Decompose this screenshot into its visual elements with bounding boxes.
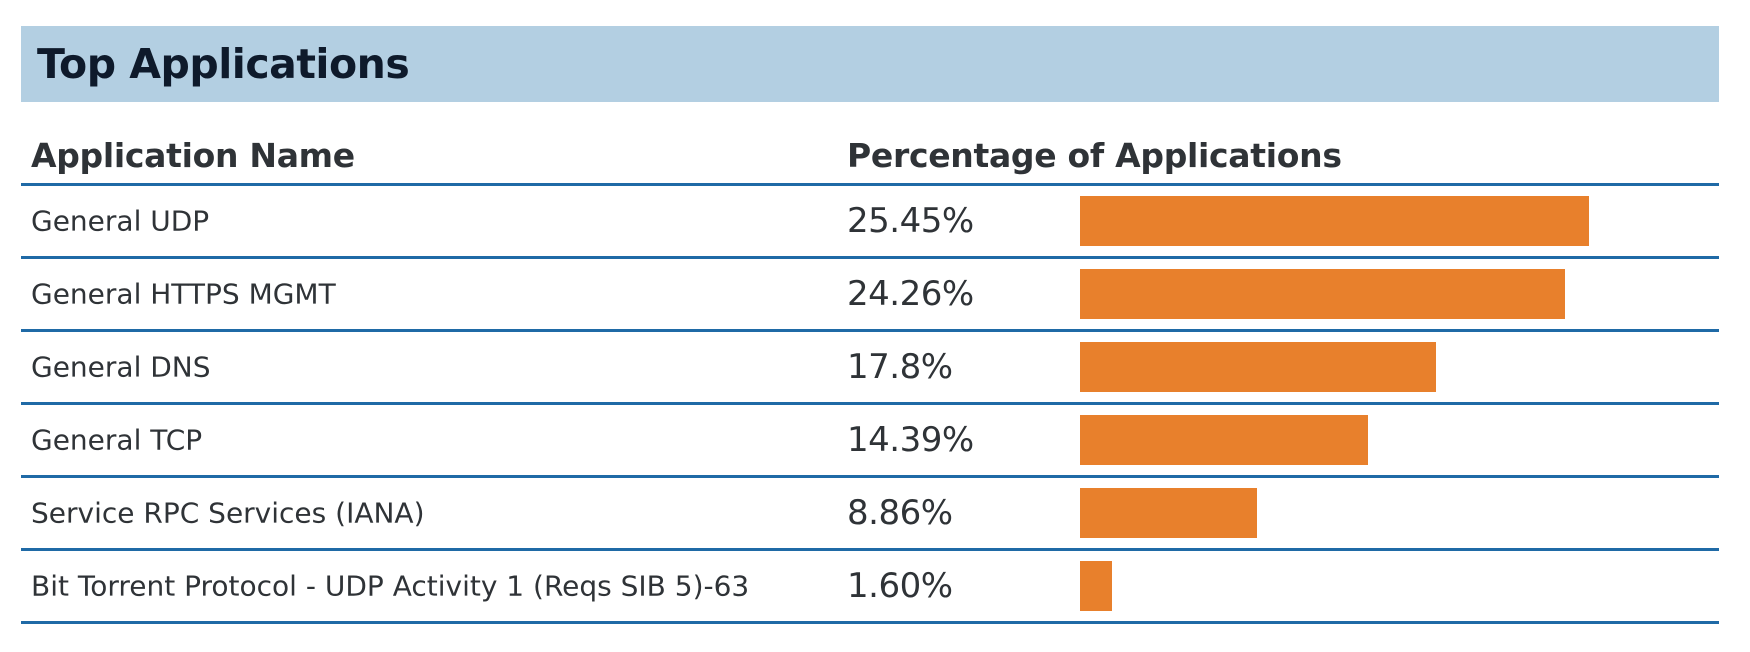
panel-title: Top Applications: [37, 40, 410, 88]
percentage-value-label: 1.60%: [847, 566, 953, 606]
table-row: General DNS 17.8%: [21, 332, 1719, 405]
title-bar: Top Applications: [21, 26, 1719, 102]
percentage-value-label: 8.86%: [847, 493, 953, 533]
application-name-cell: Service RPC Services (IANA): [31, 496, 425, 530]
percentage-value-label: 17.8%: [847, 347, 953, 387]
percentage-bar: [1080, 196, 1589, 246]
column-header-application-name: Application Name: [31, 136, 355, 175]
table-row: General TCP 14.39%: [21, 405, 1719, 478]
percentage-bar: [1080, 269, 1566, 319]
percentage-bar: [1080, 561, 1112, 611]
application-name-cell: General DNS: [31, 350, 211, 384]
percentage-value-label: 24.26%: [847, 274, 974, 314]
table-header: Application Name Percentage of Applicati…: [21, 102, 1719, 186]
column-header-percentage: Percentage of Applications: [847, 136, 1342, 175]
percentage-bar: [1080, 415, 1368, 465]
percentage-value-label: 14.39%: [847, 420, 974, 460]
application-name-cell: General TCP: [31, 423, 203, 457]
percentage-bar: [1080, 488, 1258, 538]
table-body: General UDP 25.45% General HTTPS MGMT 24.26…: [21, 186, 1719, 624]
percentage-bar: [1080, 342, 1436, 392]
table-row: General HTTPS MGMT 24.26%: [21, 259, 1719, 332]
top-applications-panel: Top Applications Application Name Percen…: [21, 26, 1719, 624]
application-name-cell: General HTTPS MGMT: [31, 277, 336, 311]
table-row: General UDP 25.45%: [21, 186, 1719, 259]
table-row: Bit Torrent Protocol - UDP Activity 1 (R…: [21, 551, 1719, 624]
percentage-value-label: 25.45%: [847, 201, 974, 241]
table-row: Service RPC Services (IANA) 8.86%: [21, 478, 1719, 551]
application-name-cell: General UDP: [31, 204, 210, 238]
application-name-cell: Bit Torrent Protocol - UDP Activity 1 (R…: [31, 569, 750, 603]
